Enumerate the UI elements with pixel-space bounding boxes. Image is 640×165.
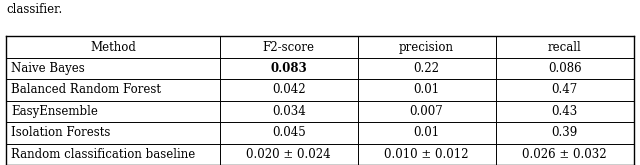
Text: 0.01: 0.01	[413, 126, 440, 139]
Text: 0.026 ± 0.032: 0.026 ± 0.032	[522, 148, 607, 161]
Text: 0.43: 0.43	[552, 105, 578, 118]
Text: Isolation Forests: Isolation Forests	[12, 126, 111, 139]
Text: 0.007: 0.007	[410, 105, 444, 118]
Text: Naive Bayes: Naive Bayes	[12, 62, 85, 75]
Text: precision: precision	[399, 41, 454, 53]
Text: EasyEnsemble: EasyEnsemble	[12, 105, 99, 118]
Text: Balanced Random Forest: Balanced Random Forest	[12, 83, 161, 96]
Text: 0.042: 0.042	[272, 83, 305, 96]
Text: recall: recall	[548, 41, 582, 53]
Text: 0.01: 0.01	[413, 83, 440, 96]
Text: 0.47: 0.47	[552, 83, 578, 96]
Text: Random classification baseline: Random classification baseline	[12, 148, 196, 161]
Text: 0.22: 0.22	[413, 62, 440, 75]
Text: Method: Method	[90, 41, 136, 53]
Text: 0.020 ± 0.024: 0.020 ± 0.024	[246, 148, 331, 161]
Text: 0.086: 0.086	[548, 62, 581, 75]
Text: 0.083: 0.083	[270, 62, 307, 75]
Text: 0.39: 0.39	[552, 126, 578, 139]
Text: classifier.: classifier.	[6, 3, 63, 16]
Text: 0.010 ± 0.012: 0.010 ± 0.012	[385, 148, 469, 161]
Text: F2-score: F2-score	[262, 41, 315, 53]
Text: 0.045: 0.045	[272, 126, 305, 139]
Text: 0.034: 0.034	[272, 105, 305, 118]
